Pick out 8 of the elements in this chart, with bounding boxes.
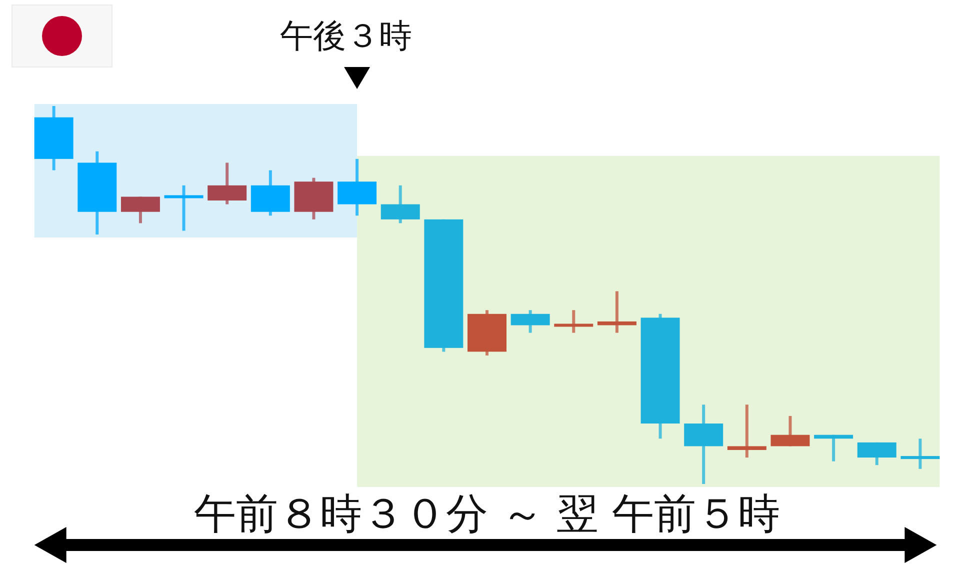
candlestick [727, 404, 766, 458]
candlestick [900, 438, 940, 469]
text: 午前８時３０分 ～ 翌 午前５時 [194, 489, 780, 538]
text: 午後３時 [280, 16, 412, 55]
candlestick [554, 310, 594, 333]
candlestick [597, 291, 636, 333]
candlestick [814, 434, 854, 462]
candlestick [164, 185, 204, 231]
